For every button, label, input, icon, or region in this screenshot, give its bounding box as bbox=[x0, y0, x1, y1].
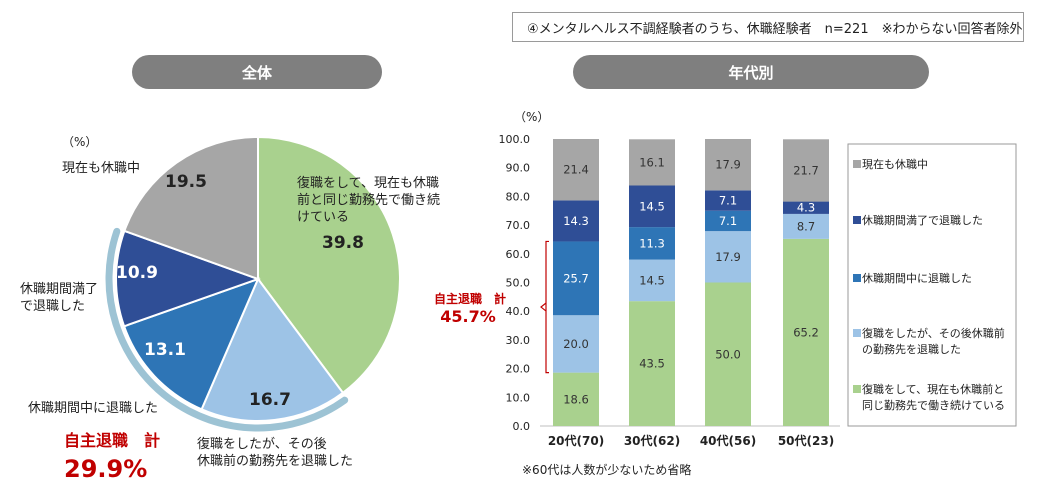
y-tick-label: 80.0 bbox=[506, 190, 531, 203]
bracket-voluntary bbox=[540, 240, 549, 374]
bar-segment bbox=[705, 210, 751, 232]
legend-box bbox=[847, 143, 1017, 427]
y-tick-label: 60.0 bbox=[506, 248, 531, 261]
pie-category-label: 復職をしたが、その後 bbox=[197, 436, 327, 452]
pie-category-label: 現在も休職中 bbox=[62, 161, 140, 176]
bar-value-label: 21.7 bbox=[793, 163, 819, 177]
bar-value-label: 14.5 bbox=[639, 273, 665, 287]
bar-value-label: 11.3 bbox=[639, 236, 665, 250]
pie-slice bbox=[257, 135, 401, 395]
section-title-overall: 全体 bbox=[132, 55, 382, 89]
pie-total-label: 自主退職 計 bbox=[64, 431, 160, 450]
x-category-label: 50代(23) bbox=[778, 433, 834, 448]
y-tick-label: 20.0 bbox=[506, 363, 531, 376]
bar-value-label: 50.0 bbox=[715, 347, 741, 361]
bar-segment bbox=[553, 241, 599, 316]
legend-label: 復職をしたが、その後休職前 bbox=[862, 326, 1005, 340]
pie-category-label: 復職をして、現在も休職 bbox=[297, 175, 439, 191]
pie-value-label: 39.8 bbox=[322, 233, 364, 253]
bar-value-label: 21.4 bbox=[563, 163, 589, 177]
pie-highlight-ring bbox=[105, 227, 349, 432]
pie-unit-label: （%） bbox=[62, 135, 97, 149]
bar-value-label: 14.5 bbox=[639, 199, 665, 213]
bar-value-label: 7.1 bbox=[719, 214, 737, 228]
pie-category-label: 休職期間満了 bbox=[20, 282, 98, 297]
legend-swatch bbox=[853, 385, 861, 393]
bar-segment bbox=[553, 200, 599, 242]
bar-value-label: 16.1 bbox=[639, 155, 665, 169]
legend-label: 休職期間満了で退職した bbox=[862, 214, 983, 227]
bar-segment bbox=[705, 231, 751, 283]
bar-value-label: 20.0 bbox=[563, 337, 589, 351]
x-category-label: 30代(62) bbox=[624, 433, 680, 448]
bar-value-label: 8.7 bbox=[797, 219, 815, 233]
bar-segment bbox=[629, 185, 675, 228]
footnote: ※60代は人数が少ないため省略 bbox=[522, 462, 691, 477]
bar-segment bbox=[553, 139, 599, 201]
legend-label: 同じ勤務先で働き続けている bbox=[862, 398, 1005, 412]
legend-label: の勤務先を退職した bbox=[862, 342, 961, 356]
pie-value-label: 13.1 bbox=[144, 340, 186, 360]
pie-value-label: 16.7 bbox=[249, 390, 291, 410]
bar-value-label: 17.9 bbox=[715, 158, 741, 172]
bar-value-label: 4.3 bbox=[797, 201, 815, 215]
y-tick-label: 50.0 bbox=[506, 277, 531, 290]
bar-segment bbox=[783, 201, 829, 214]
legend-label: 現在も休職中 bbox=[862, 158, 928, 171]
bar-segment bbox=[783, 213, 829, 239]
pie-slice bbox=[115, 229, 261, 328]
bar-unit-label: （%） bbox=[514, 110, 549, 124]
legend-swatch bbox=[853, 274, 861, 282]
legend-swatch bbox=[853, 160, 861, 168]
pie-category-label: けている bbox=[297, 210, 349, 225]
bar-value-label: 25.7 bbox=[563, 271, 589, 285]
bar-segment bbox=[553, 372, 599, 426]
pie-slice bbox=[200, 277, 345, 422]
section-title-by-age: 年代別 bbox=[573, 55, 929, 89]
bar-segment bbox=[553, 315, 599, 373]
bar-segment bbox=[705, 139, 751, 191]
y-tick-label: 100.0 bbox=[499, 133, 531, 146]
bar-total-label: 自主退職 計 bbox=[434, 291, 506, 306]
bar-segment bbox=[783, 238, 829, 426]
pie-category-label: で退職した bbox=[20, 299, 85, 314]
bar-total-value: 45.7% bbox=[440, 307, 496, 326]
y-tick-label: 70.0 bbox=[506, 219, 531, 232]
legend-label: 復職をして、現在も休職前と bbox=[862, 382, 1004, 396]
x-category-label: 40代(56) bbox=[700, 433, 756, 448]
pie-value-label: 19.5 bbox=[165, 172, 207, 192]
pie-total-value: 29.9% bbox=[64, 455, 147, 483]
bar-segment bbox=[705, 282, 751, 426]
bar-segment bbox=[629, 139, 675, 186]
x-category-label: 20代(70) bbox=[548, 433, 604, 448]
bar-value-label: 14.3 bbox=[563, 214, 589, 228]
bar-value-label: 65.2 bbox=[793, 325, 819, 339]
bar-value-label: 18.6 bbox=[563, 392, 589, 406]
pie-category-label: 休職期間中に退職した bbox=[28, 401, 158, 416]
y-tick-label: 10.0 bbox=[506, 391, 531, 404]
pie-value-label: 10.9 bbox=[116, 263, 158, 283]
y-tick-label: 0.0 bbox=[513, 420, 531, 433]
survey-note: ④メンタルヘルス不調経験者のうち、休職経験者 n=221 ※わからない回答者除外 bbox=[512, 12, 1024, 42]
legend-swatch bbox=[853, 329, 861, 337]
bar-value-label: 7.1 bbox=[719, 194, 737, 208]
pie-slice bbox=[122, 277, 260, 411]
bar-value-label: 43.5 bbox=[639, 357, 665, 371]
legend-swatch bbox=[853, 216, 861, 224]
pie-category-label: 前と同じ勤務先で働き続 bbox=[297, 192, 440, 208]
y-tick-label: 40.0 bbox=[506, 305, 531, 318]
y-tick-label: 90.0 bbox=[506, 162, 531, 175]
pie-category-label: 休職前の勤務先を退職した bbox=[197, 453, 353, 469]
bar-value-label: 17.9 bbox=[715, 250, 741, 264]
bar-segment bbox=[705, 190, 751, 211]
pie-slice bbox=[123, 135, 259, 281]
legend-label: 休職期間中に退職した bbox=[862, 272, 972, 285]
bar-segment bbox=[629, 227, 675, 260]
bar-segment bbox=[629, 301, 675, 426]
bar-segment bbox=[629, 259, 675, 302]
bar-segment bbox=[783, 139, 829, 202]
y-tick-label: 30.0 bbox=[506, 334, 531, 347]
